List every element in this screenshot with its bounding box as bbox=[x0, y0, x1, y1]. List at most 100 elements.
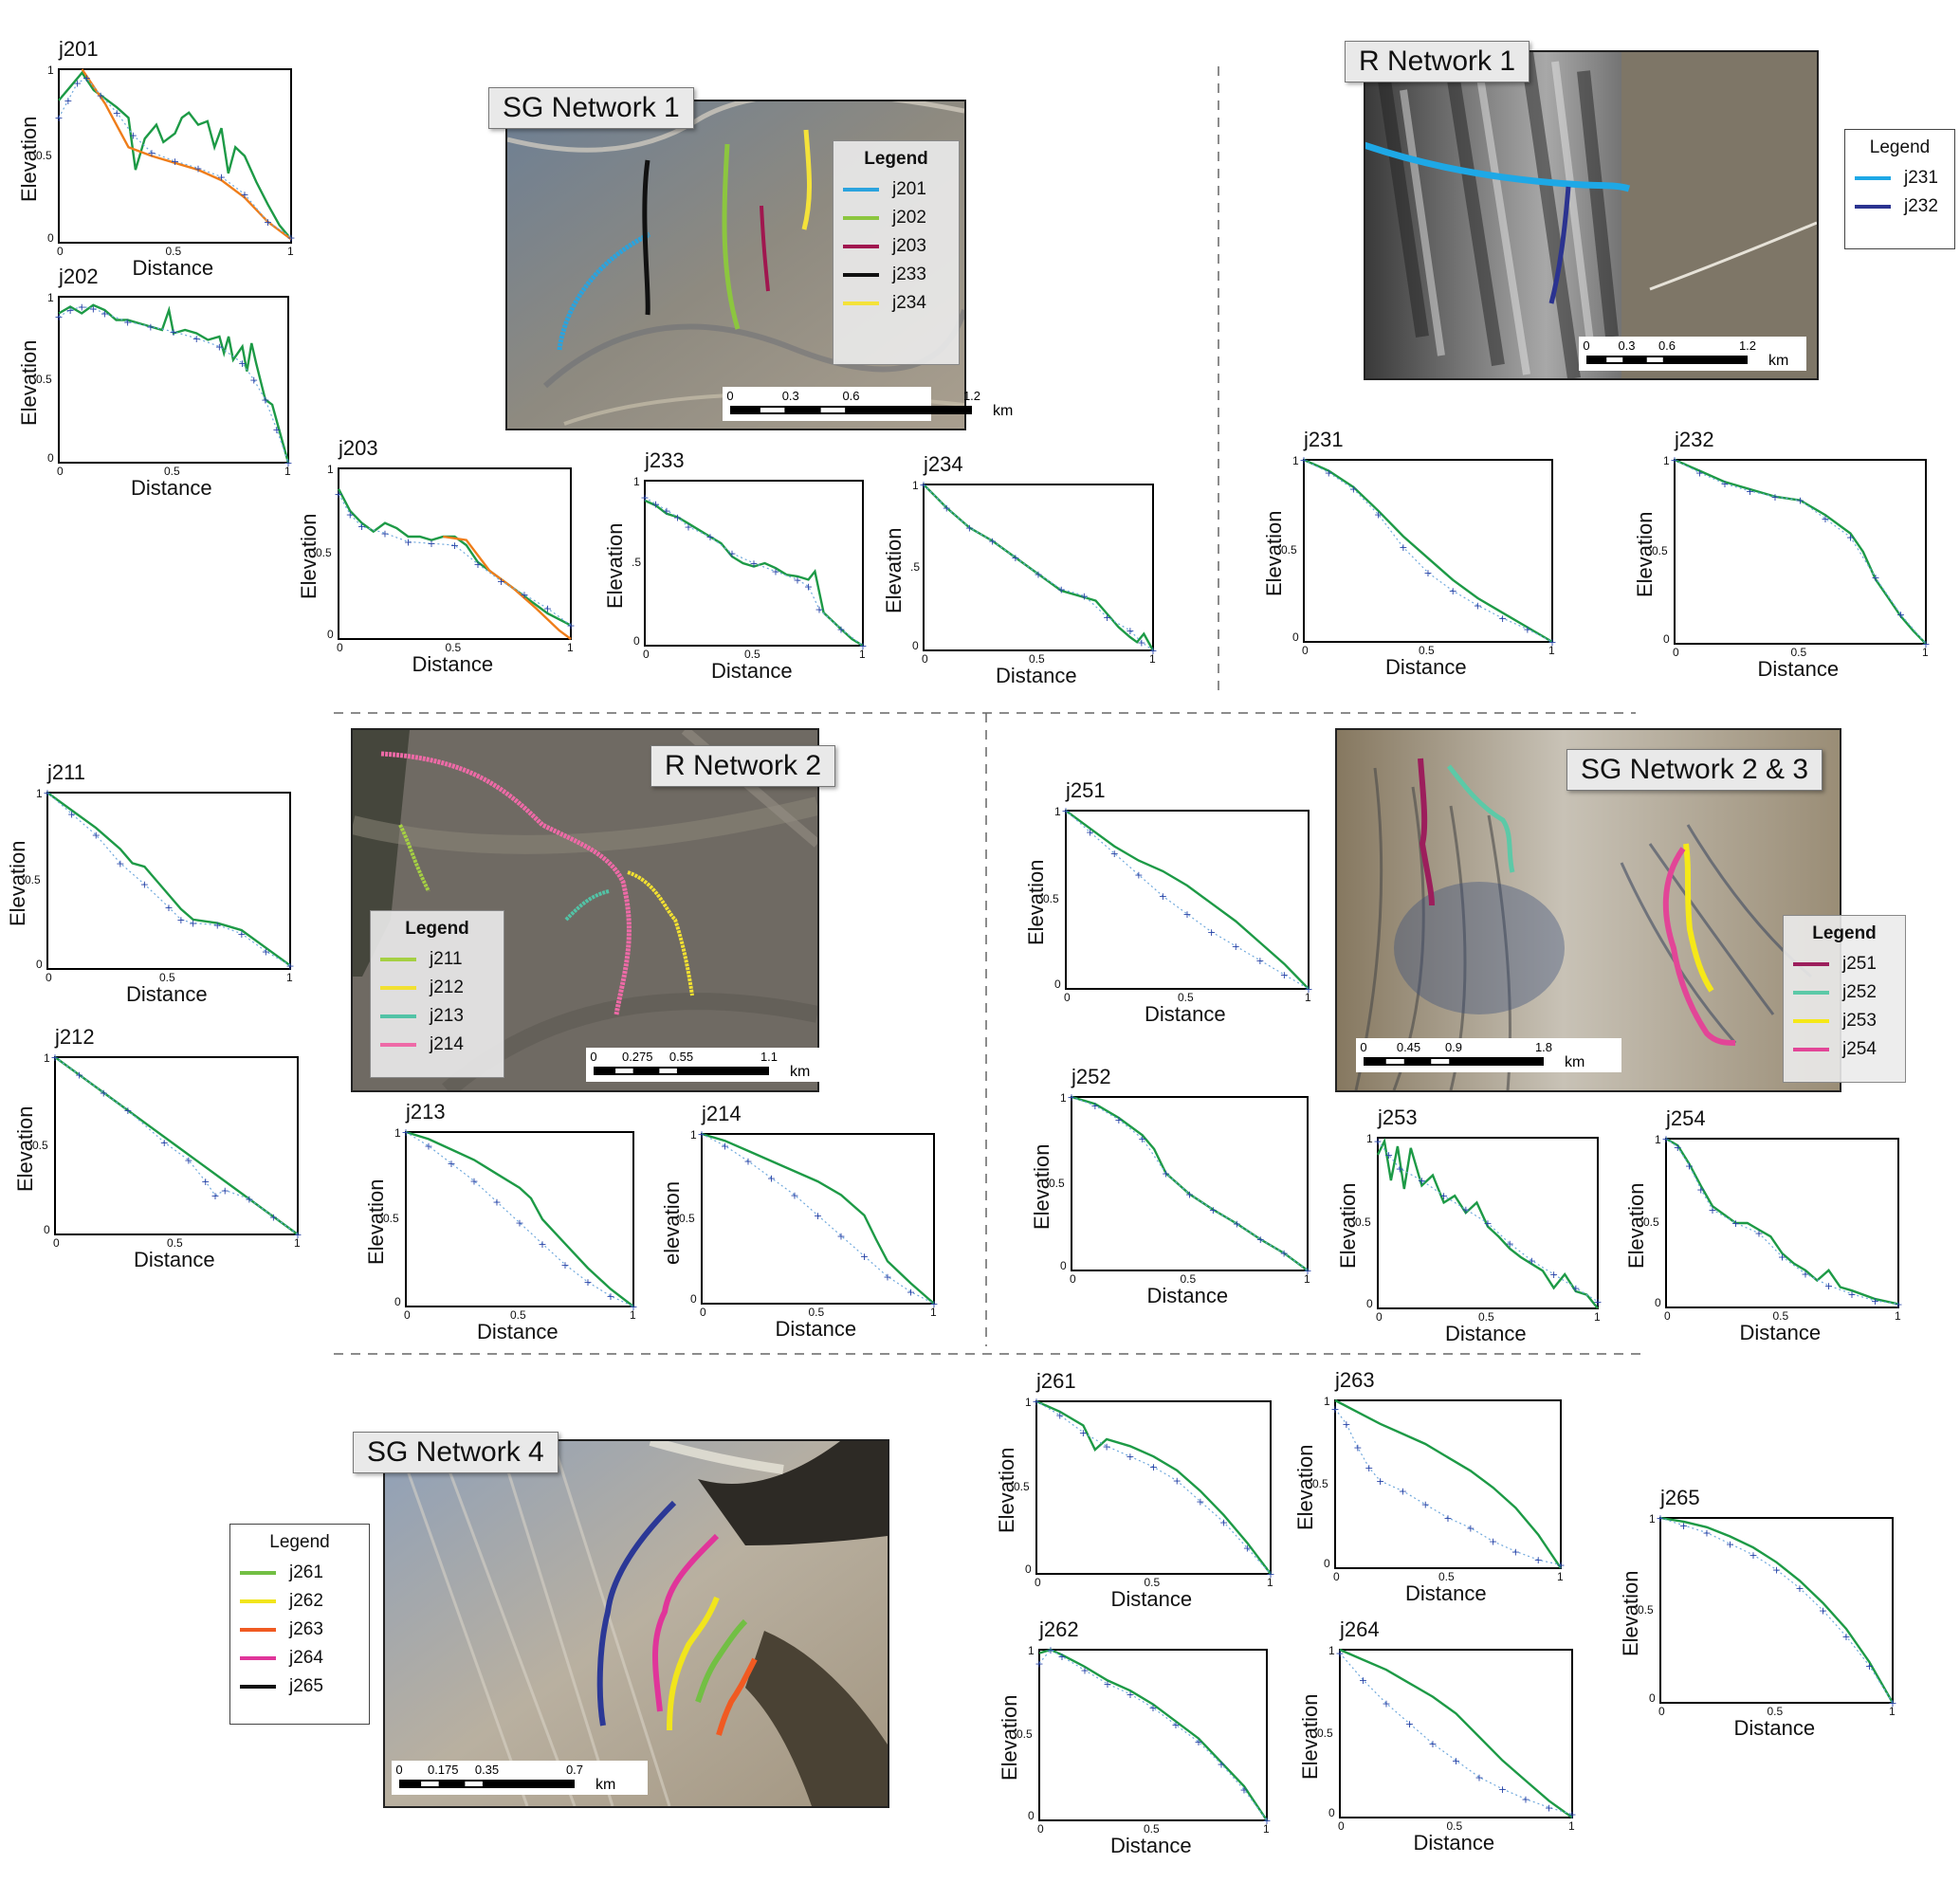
plot-title: j211 bbox=[47, 760, 85, 784]
map-title-r-network-1: R Network 1 bbox=[1345, 41, 1530, 82]
x-tick-label: 0 bbox=[404, 1308, 411, 1322]
observed-point: + bbox=[215, 341, 224, 354]
observed-point: + bbox=[1506, 1238, 1514, 1251]
legend-swatch bbox=[240, 1571, 276, 1575]
observed-point: + bbox=[1423, 567, 1432, 579]
observed-point: + bbox=[404, 536, 412, 548]
legend-swatch bbox=[1793, 1019, 1829, 1023]
scale-bar-body bbox=[399, 1780, 575, 1788]
observed-point: + bbox=[566, 620, 575, 632]
observed-series-line bbox=[701, 1133, 935, 1305]
profile-plot-j231: j231 + + + + + + + + + + +1 0.5 0 0 0.5 1 Distance Elevati… bbox=[1247, 417, 1562, 703]
y-tick-label: 1 bbox=[1366, 1132, 1373, 1145]
observed-point: + bbox=[169, 326, 177, 338]
y-tick-label: 0.5 bbox=[1638, 1602, 1654, 1617]
observed-point: + bbox=[749, 557, 758, 570]
legend-label: j231 bbox=[1904, 168, 1938, 188]
profile-plot-j201: j201 + + + + + + + + + + + + + +1 0.5 0 0 0.5 1 Distance Elev… bbox=[2, 27, 301, 304]
observed-point: + bbox=[164, 902, 173, 914]
observed-point: + bbox=[217, 171, 226, 183]
legend-swatch bbox=[1855, 176, 1891, 180]
legend-item: j233 bbox=[833, 261, 959, 289]
legend-swatch bbox=[1793, 962, 1829, 966]
legend-r-network-1: Legend j231 j232 bbox=[1844, 129, 1955, 249]
scale-tick-label: 0.9 bbox=[1445, 1040, 1462, 1054]
scale-bar-segment bbox=[421, 1782, 439, 1786]
observed-point: + bbox=[1110, 848, 1119, 860]
legend-label: j213 bbox=[430, 1006, 464, 1026]
observed-point: + bbox=[1266, 1568, 1274, 1581]
legend-item: j234 bbox=[833, 289, 959, 318]
observed-point: + bbox=[1182, 908, 1191, 921]
observed-point: + bbox=[988, 536, 997, 548]
legend-item: j213 bbox=[371, 1002, 504, 1031]
observed-point: + bbox=[401, 1126, 410, 1139]
observed-point: + bbox=[1376, 1475, 1384, 1488]
plot-title: j252 bbox=[1072, 1065, 1111, 1088]
y-tick-label: 1 bbox=[1328, 1644, 1335, 1657]
observed-point: + bbox=[1523, 624, 1531, 636]
legend-title: Legend bbox=[864, 149, 928, 169]
y-tick-label: 0.5 bbox=[1049, 1176, 1065, 1190]
observed-point: + bbox=[1382, 1698, 1390, 1710]
observed-point: + bbox=[75, 1069, 83, 1082]
observed-point: + bbox=[1103, 1678, 1111, 1690]
observed-point: + bbox=[1896, 609, 1905, 621]
observed-point: + bbox=[73, 78, 82, 90]
y-tick-label: 0 bbox=[633, 634, 640, 648]
observed-point: + bbox=[211, 1190, 219, 1202]
observed-point: + bbox=[1034, 569, 1042, 581]
observed-point: + bbox=[176, 914, 185, 926]
observed-point: + bbox=[1593, 1296, 1602, 1308]
y-tick-label: 1 bbox=[1324, 1395, 1330, 1408]
y-tick-label: 1 bbox=[1060, 1091, 1067, 1105]
profile-plot-j202: j202 + + + + + + + + + + + + + + +1 0.5 0 0 0.5 1 Distance Ele… bbox=[2, 254, 298, 524]
model-series-line bbox=[1659, 1516, 1895, 1704]
scale-bar-segment bbox=[1385, 1059, 1404, 1064]
plot-canvas: ++++++++++++ bbox=[334, 467, 576, 640]
x-axis-label: Distance bbox=[996, 664, 1077, 687]
observed-point: + bbox=[1279, 1248, 1288, 1260]
observed-point: + bbox=[1303, 1265, 1311, 1277]
observed-point: + bbox=[1679, 1520, 1688, 1532]
observed-point: + bbox=[113, 107, 121, 119]
plot-canvas: ++++++++++++ bbox=[43, 787, 294, 972]
model-series-line bbox=[701, 1132, 935, 1305]
legend-label: j232 bbox=[1904, 196, 1938, 216]
plot-canvas: + + + + + + + + + + + bbox=[1061, 805, 1312, 996]
x-tick-label: 0.5 bbox=[164, 465, 180, 478]
x-tick-label: 0 bbox=[1064, 991, 1071, 1004]
plot-frame bbox=[1334, 1399, 1562, 1569]
observed-point: + bbox=[1695, 467, 1704, 480]
observed-point: + bbox=[1162, 1168, 1170, 1180]
observed-point: + bbox=[469, 1176, 478, 1188]
observed-point: + bbox=[1239, 1784, 1248, 1797]
x-tick-label: 1 bbox=[1895, 1309, 1901, 1323]
observed-point: + bbox=[1114, 1114, 1123, 1126]
observed-point: + bbox=[140, 879, 149, 891]
legend-label: j253 bbox=[1842, 1011, 1877, 1031]
x-tick-label: 0 bbox=[1376, 1310, 1383, 1324]
observed-point: + bbox=[1219, 1516, 1228, 1528]
observed-point: + bbox=[346, 509, 355, 521]
scale-bar-r-network-1: 0 0.3 0.6 1.2 km bbox=[1579, 337, 1806, 371]
observed-point: + bbox=[1159, 890, 1167, 903]
y-axis-label: Elevation bbox=[1624, 1182, 1648, 1269]
x-tick-label: 0 bbox=[700, 1306, 706, 1319]
observed-point: + bbox=[1556, 1559, 1565, 1571]
scale-bar-body bbox=[1586, 356, 1748, 364]
profile-plot-j253: j253 + + + + + + + + + + + +1 0.5 0 0 0.5 1 Distance Elevat… bbox=[1321, 1095, 1607, 1370]
x-axis-label: Distance bbox=[1146, 1284, 1229, 1307]
observed-point: + bbox=[606, 1290, 614, 1303]
profile-plot-j203: j203 + + + + + + + + + + + +1 0.5 0 0 0.5 1 Distance Elevat… bbox=[282, 426, 580, 701]
map-title-r-network-2: R Network 2 bbox=[650, 745, 836, 787]
observed-point: + bbox=[43, 787, 51, 799]
y-tick-label: 0 bbox=[1655, 1296, 1661, 1309]
observed-point: + bbox=[1770, 491, 1779, 503]
scale-tick-label: 0.35 bbox=[475, 1763, 499, 1777]
y-axis-label: Elevation bbox=[6, 840, 29, 926]
observed-series-line bbox=[644, 496, 864, 647]
observed-point: + bbox=[721, 1141, 729, 1153]
scale-tick-label: 0.175 bbox=[428, 1763, 459, 1777]
observed-point: + bbox=[1335, 1648, 1344, 1660]
